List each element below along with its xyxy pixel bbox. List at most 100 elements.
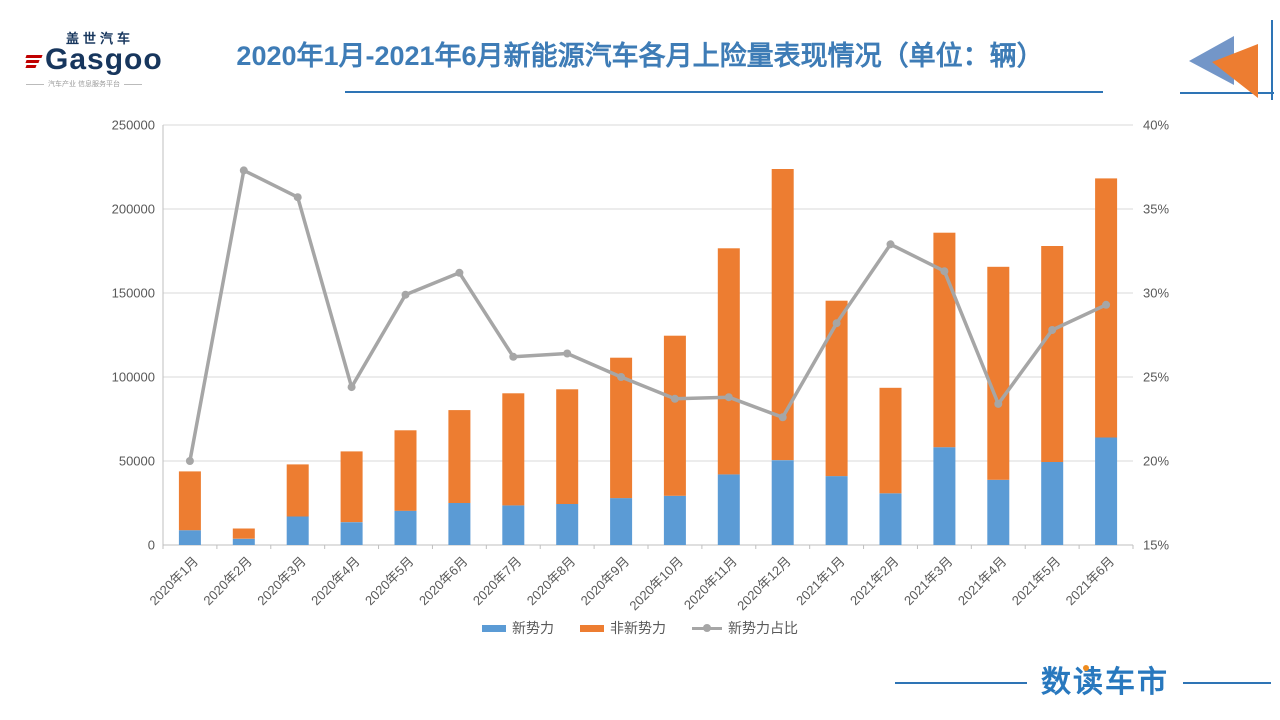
chart-canvas: 0 50000 100000 150000 200000 250000 15% 20% 25% 3…: [112, 118, 1170, 614]
share-line-point: [617, 373, 626, 381]
bar-non-new-forces: [717, 248, 740, 475]
bar-non-new-forces: [610, 357, 633, 499]
right-axis-tick-label: 25%: [1143, 370, 1169, 385]
legend-item-non-new-forces: 非新势力: [580, 618, 666, 638]
bar-non-new-forces: [556, 389, 579, 504]
bar-non-new-forces: [448, 410, 471, 503]
bar-non-new-forces: [286, 464, 309, 517]
legend-item-new-forces: 新势力: [482, 618, 554, 638]
x-axis-label: 2021年3月: [901, 554, 956, 609]
footer-line-left: [895, 682, 1027, 684]
gasgoo-logo: 盖世汽车 Gasgoo 汽车产业 信息服务平台: [25, 28, 162, 89]
bar-non-new-forces: [232, 528, 255, 539]
gasgoo-tagline: 汽车产业 信息服务平台: [26, 79, 156, 89]
share-line-point: [293, 193, 302, 202]
bar-new-forces: [232, 538, 255, 545]
x-axis-label: 2020年6月: [416, 554, 471, 609]
bar-non-new-forces: [933, 232, 956, 448]
triangle-blue: [1189, 36, 1234, 85]
left-axis-tick-label: 0: [148, 538, 155, 553]
x-axis-label: 2021年4月: [955, 554, 1010, 609]
bar-non-new-forces: [178, 471, 201, 531]
bar-new-forces: [987, 479, 1010, 545]
share-line-point: [455, 268, 464, 277]
right-axis-tick-label: 35%: [1143, 202, 1169, 217]
x-axis-label: 2021年2月: [847, 554, 902, 609]
x-axis-label: 2020年12月: [734, 554, 794, 614]
bar-new-forces: [771, 460, 794, 545]
gasgoo-brand-en: Gasgoo: [45, 43, 163, 76]
bar-non-new-forces: [1041, 246, 1064, 462]
legend-item-share-line: 新势力占比: [692, 618, 798, 638]
legend-swatch-non-new-forces: [580, 624, 604, 632]
bar-new-forces: [717, 474, 740, 545]
page-title: 2020年1月-2021年6月新能源汽车各月上险量表现情况（单位：辆）: [236, 41, 1044, 71]
bar-new-forces: [448, 503, 471, 545]
bar-non-new-forces: [987, 266, 1010, 480]
x-axis-label: 2020年7月: [470, 554, 525, 609]
bar-new-forces: [663, 495, 686, 545]
x-axis-label: 2021年1月: [793, 554, 848, 609]
corner-triangles-icon: [1180, 20, 1274, 100]
x-axis-label: 2021年6月: [1063, 554, 1118, 609]
footer-brand: 数读车市: [895, 668, 1271, 698]
x-axis-label: 2020年9月: [578, 554, 633, 609]
bar-new-forces: [502, 505, 525, 545]
bar-new-forces: [825, 476, 848, 545]
share-line-point: [940, 267, 949, 276]
x-axis-label: 2020年2月: [200, 554, 255, 609]
share-line-point: [563, 349, 572, 358]
share-line-point: [1048, 326, 1057, 334]
footer-line-right: [1183, 682, 1271, 684]
share-line-point: [239, 166, 248, 175]
bar-new-forces: [610, 498, 633, 545]
right-axis-tick-label: 40%: [1143, 118, 1169, 133]
bar-new-forces: [933, 447, 956, 545]
x-axis-label: 2020年5月: [362, 554, 417, 609]
legend-label-non-new-forces: 非新势力: [610, 620, 666, 636]
bar-new-forces: [340, 522, 363, 545]
bar-new-forces: [879, 493, 902, 545]
gasgoo-brand-cn: 盖世汽车: [66, 31, 135, 46]
legend-label-share-line: 新势力占比: [728, 620, 798, 636]
share-line-point: [509, 352, 518, 361]
bar-new-forces: [1095, 437, 1118, 545]
bar-non-new-forces: [394, 430, 417, 511]
bar-non-new-forces: [502, 393, 525, 506]
bar-non-new-forces: [825, 300, 848, 477]
bar-new-forces: [556, 504, 579, 545]
share-line-point: [401, 290, 410, 299]
x-axis-label: 2020年11月: [681, 554, 740, 613]
bar-non-new-forces: [771, 169, 794, 461]
x-axis-label: 2020年4月: [308, 554, 363, 609]
x-axis-label: 2020年10月: [626, 554, 686, 614]
chart-legend: 新势力 非新势力 新势力占比: [0, 618, 1280, 638]
left-axis-tick-label: 50000: [119, 454, 155, 469]
footer-brand-text: 数读车市: [1041, 666, 1169, 699]
x-axis-label: 2020年8月: [524, 554, 579, 609]
share-line-point: [185, 457, 194, 465]
share-line-point: [724, 393, 733, 402]
right-axis-tick-label: 15%: [1143, 538, 1169, 553]
share-line-point: [886, 240, 895, 249]
bar-new-forces: [394, 510, 417, 545]
bar-non-new-forces: [879, 387, 902, 494]
x-axis-label: 2021年5月: [1009, 554, 1064, 609]
x-axis-label: 2020年1月: [146, 554, 201, 609]
legend-label-new-forces: 新势力: [512, 620, 554, 636]
share-line-point: [778, 413, 787, 422]
gasgoo-stripes-icon: [25, 55, 43, 68]
bar-new-forces: [286, 516, 309, 545]
legend-swatch-share-line: [692, 623, 722, 632]
right-axis-tick-label: 30%: [1143, 286, 1169, 301]
legend-swatch-new-forces: [482, 624, 506, 632]
bar-non-new-forces: [340, 451, 363, 523]
right-axis-tick-label: 20%: [1143, 454, 1169, 469]
bar-new-forces: [178, 530, 201, 545]
share-line-point: [1102, 300, 1111, 309]
title-underline: [345, 91, 1103, 93]
bar-new-forces: [1041, 462, 1064, 545]
share-line-point: [832, 319, 841, 328]
left-axis-tick-label: 150000: [112, 286, 155, 301]
